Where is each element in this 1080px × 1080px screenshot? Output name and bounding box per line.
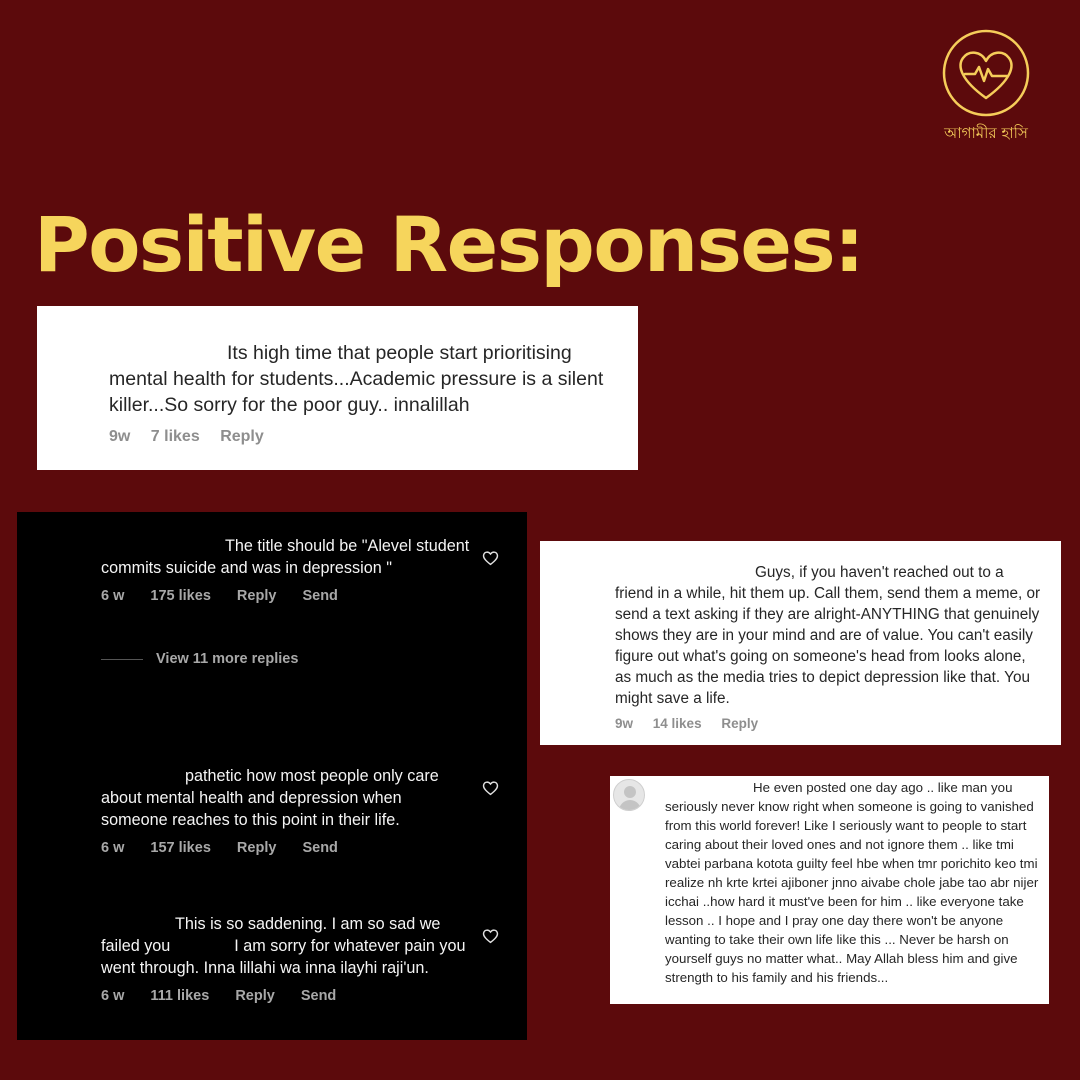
- like-heart-icon[interactable]: [482, 550, 499, 566]
- comment-time: 6 w: [101, 988, 125, 1004]
- comment-time: 9w: [109, 428, 131, 445]
- brand-name: আগামীর হাসি: [944, 124, 1028, 142]
- comment-likes[interactable]: 7 likes: [150, 428, 200, 445]
- comment-time: 9w: [615, 716, 634, 731]
- replies-divider: [101, 658, 143, 660]
- reply-button[interactable]: Reply: [235, 988, 275, 1004]
- comment-text: Its high time that people start prioriti…: [109, 342, 604, 416]
- comment-meta: 9w 7 likes Reply: [109, 428, 618, 446]
- comment-likes[interactable]: 175 likes: [150, 588, 211, 604]
- brand-logo: আগামীর হাসি: [934, 28, 1038, 147]
- page-title: Positive Responses:: [34, 200, 865, 289]
- view-replies-text[interactable]: View 11 more replies: [156, 651, 299, 667]
- dark-comment-2: pathetic how most people only care about…: [101, 765, 471, 856]
- comment-card-right: Guys, if you haven't reached out to a fr…: [540, 541, 1061, 745]
- comment-time: 6 w: [101, 588, 125, 604]
- avatar-head: [624, 786, 636, 798]
- send-button[interactable]: Send: [300, 988, 337, 1004]
- reply-button[interactable]: Reply: [721, 716, 759, 731]
- reply-button[interactable]: Reply: [236, 840, 277, 856]
- view-replies-link[interactable]: View 11 more replies: [101, 651, 298, 667]
- like-heart-icon[interactable]: [482, 780, 499, 796]
- dark-comments-panel: The title should be "Alevel student comm…: [17, 512, 527, 1040]
- dark-comment-1: The title should be "Alevel student comm…: [101, 535, 471, 604]
- comment-meta: 6 w 175 likes Reply Send: [101, 588, 471, 604]
- heart-pulse-icon: [942, 29, 1030, 117]
- comment-text: He even posted one day ago .. like man y…: [665, 780, 1039, 985]
- comment-time: 6 w: [101, 840, 125, 856]
- comment-likes[interactable]: 111 likes: [150, 988, 210, 1004]
- comment-meta: 6 w 157 likes Reply Send: [101, 840, 471, 856]
- dark-comment-3: This is so saddening. I am so sad we fai…: [101, 913, 471, 1004]
- send-button[interactable]: Send: [302, 840, 338, 856]
- comment-text: pathetic how most people only care about…: [101, 767, 439, 829]
- comment-text: The title should be "Alevel student comm…: [101, 537, 470, 577]
- reply-button[interactable]: Reply: [236, 588, 277, 604]
- reply-button[interactable]: Reply: [220, 428, 264, 445]
- avatar[interactable]: [613, 779, 645, 811]
- comment-meta: 9w 14 likes Reply: [615, 716, 1041, 731]
- comment-text: Guys, if you haven't reached out to a fr…: [615, 564, 1041, 707]
- send-button[interactable]: Send: [302, 588, 338, 604]
- comment-text-part-1: This is so saddening. I am so sad we fai…: [101, 915, 441, 955]
- avatar-body: [619, 800, 641, 810]
- comment-likes[interactable]: 157 likes: [150, 840, 211, 856]
- comment-likes[interactable]: 14 likes: [652, 716, 702, 731]
- comment-meta: 6 w 111 likes Reply Send: [101, 988, 471, 1004]
- like-heart-icon[interactable]: [482, 928, 499, 944]
- comment-card-bottom: He even posted one day ago .. like man y…: [610, 776, 1049, 1004]
- comment-text-part-2: I am sorry for whatever pain you went th…: [101, 937, 466, 977]
- comment-card-top: Its high time that people start prioriti…: [37, 306, 638, 470]
